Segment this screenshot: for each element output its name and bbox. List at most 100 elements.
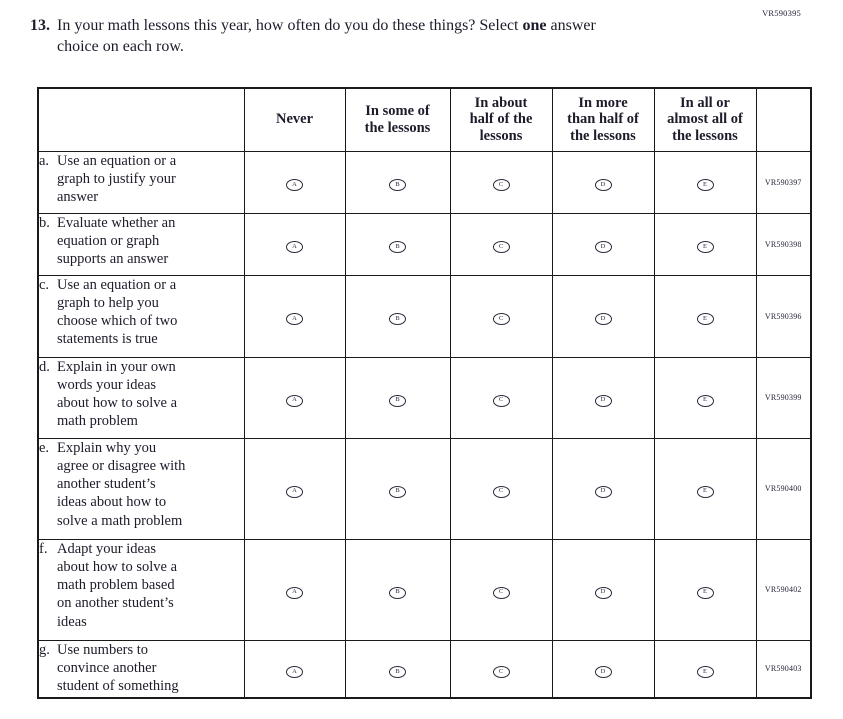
question-line1-pre: In your math lessons this year, how ofte… bbox=[57, 17, 519, 34]
answer-bubble-e[interactable]: E bbox=[696, 586, 714, 599]
answer-bubble-a[interactable]: A bbox=[286, 241, 303, 254]
header-row: Never In some of the lessons In about ha… bbox=[37, 87, 812, 152]
table-row-f: f. Adapt your ideas about how to solve a… bbox=[37, 538, 812, 641]
table-row-g: g. Use numbers to convince another stude… bbox=[37, 639, 812, 699]
answer-bubble-b[interactable]: B bbox=[389, 313, 406, 326]
answer-cell-about-half: C bbox=[449, 274, 553, 358]
answer-bubble-c[interactable]: C bbox=[492, 313, 510, 326]
answer-bubble-b[interactable]: B bbox=[389, 586, 406, 599]
answer-cell-more-than-half: D bbox=[551, 356, 655, 439]
answer-bubble-a[interactable]: A bbox=[286, 179, 303, 192]
header-empty-code bbox=[755, 87, 812, 152]
answer-cell-some: B bbox=[344, 274, 451, 358]
row-letter: f. bbox=[39, 540, 48, 557]
row-code: VR590400 bbox=[755, 437, 812, 540]
answer-bubble-e[interactable]: E bbox=[696, 665, 714, 678]
answer-bubble-d[interactable]: D bbox=[594, 241, 612, 254]
answer-cell-never: A bbox=[243, 150, 346, 214]
row-code: VR590402 bbox=[755, 538, 812, 641]
row-code: VR590399 bbox=[755, 356, 812, 439]
answer-cell-about-half: C bbox=[449, 538, 553, 641]
answer-bubble-c[interactable]: C bbox=[492, 586, 510, 599]
row-letter: e. bbox=[39, 439, 50, 456]
answer-cell-some: B bbox=[344, 538, 451, 641]
answer-cell-all: E bbox=[653, 212, 757, 276]
item-cell: f. Adapt your ideas about how to solve a… bbox=[37, 538, 245, 641]
item-cell: d. Explain in your own words your ideas … bbox=[37, 356, 245, 439]
answer-bubble-e[interactable]: E bbox=[696, 394, 714, 407]
answer-bubble-b[interactable]: B bbox=[389, 241, 406, 254]
row-text: Use an equation or a graph to justify yo… bbox=[57, 152, 177, 206]
answer-cell-some: B bbox=[344, 356, 451, 439]
item-cell: g. Use numbers to convince another stude… bbox=[37, 639, 245, 699]
answer-cell-never: A bbox=[243, 639, 346, 699]
row-text: Use numbers to convince another student … bbox=[57, 641, 179, 695]
question-line2: choice on each row. bbox=[57, 37, 184, 55]
answer-cell-never: A bbox=[243, 538, 346, 641]
answer-cell-never: A bbox=[243, 437, 346, 540]
answer-bubble-c[interactable]: C bbox=[492, 485, 510, 498]
answer-bubble-b[interactable]: B bbox=[389, 179, 406, 192]
answer-cell-about-half: C bbox=[449, 437, 553, 540]
answer-cell-more-than-half: D bbox=[551, 437, 655, 540]
answer-bubble-a[interactable]: A bbox=[286, 665, 303, 678]
column-header-never: Never bbox=[243, 87, 346, 152]
answer-bubble-d[interactable]: D bbox=[594, 665, 612, 678]
answer-bubble-c[interactable]: C bbox=[492, 241, 510, 254]
column-header-some: In some of the lessons bbox=[344, 87, 451, 152]
answer-bubble-b[interactable]: B bbox=[389, 665, 406, 678]
row-text: Explain why you agree or disagree with a… bbox=[57, 439, 186, 529]
answer-bubble-d[interactable]: D bbox=[594, 313, 612, 326]
table-row-a: a. Use an equation or a graph to justify… bbox=[37, 150, 812, 214]
column-header-more-than-half: In more than half of the lessons bbox=[551, 87, 655, 152]
table-row-b: b. Evaluate whether an equation or graph… bbox=[37, 212, 812, 276]
answer-cell-more-than-half: D bbox=[551, 639, 655, 699]
answer-bubble-e[interactable]: E bbox=[696, 179, 714, 192]
item-cell: e. Explain why you agree or disagree wit… bbox=[37, 437, 245, 540]
column-header-about-half: In about half of the lessons bbox=[449, 87, 553, 152]
row-text: Evaluate whether an equation or graph su… bbox=[57, 214, 176, 268]
survey-table: Never In some of the lessons In about ha… bbox=[37, 87, 812, 699]
question-line1-post: answer bbox=[550, 17, 596, 34]
answer-bubble-d[interactable]: D bbox=[594, 394, 612, 407]
answer-bubble-a[interactable]: A bbox=[286, 313, 303, 326]
item-cell: b. Evaluate whether an equation or graph… bbox=[37, 212, 245, 276]
question-bold-word: one bbox=[522, 17, 547, 34]
answer-cell-more-than-half: D bbox=[551, 274, 655, 358]
answer-cell-more-than-half: D bbox=[551, 150, 655, 214]
answer-bubble-e[interactable]: E bbox=[696, 313, 714, 326]
answer-cell-all: E bbox=[653, 437, 757, 540]
answer-cell-all: E bbox=[653, 639, 757, 699]
answer-cell-some: B bbox=[344, 437, 451, 540]
answer-bubble-d[interactable]: D bbox=[594, 179, 612, 192]
answer-bubble-c[interactable]: C bbox=[492, 179, 510, 192]
answer-cell-never: A bbox=[243, 274, 346, 358]
answer-cell-about-half: C bbox=[449, 639, 553, 699]
row-letter: b. bbox=[39, 214, 50, 231]
answer-bubble-d[interactable]: D bbox=[594, 485, 612, 498]
answer-cell-about-half: C bbox=[449, 150, 553, 214]
answer-bubble-e[interactable]: E bbox=[696, 241, 714, 254]
row-code: VR590396 bbox=[755, 274, 812, 358]
answer-bubble-d[interactable]: D bbox=[594, 586, 612, 599]
item-cell: c. Use an equation or a graph to help yo… bbox=[37, 274, 245, 358]
answer-bubble-b[interactable]: B bbox=[389, 394, 406, 407]
question-text: In your math lessons this year, how ofte… bbox=[57, 16, 596, 58]
answer-bubble-c[interactable]: C bbox=[492, 394, 510, 407]
answer-bubble-b[interactable]: B bbox=[389, 485, 406, 498]
row-code: VR590397 bbox=[755, 150, 812, 214]
question: 13. In your math lessons this year, how … bbox=[30, 16, 596, 58]
answer-bubble-a[interactable]: A bbox=[286, 485, 303, 498]
answer-bubble-c[interactable]: C bbox=[492, 665, 510, 678]
answer-bubble-e[interactable]: E bbox=[696, 485, 714, 498]
answer-cell-about-half: C bbox=[449, 212, 553, 276]
column-header-all: In all or almost all of the lessons bbox=[653, 87, 757, 152]
row-text: Adapt your ideas about how to solve a ma… bbox=[57, 540, 178, 630]
answer-cell-some: B bbox=[344, 150, 451, 214]
row-letter: d. bbox=[39, 358, 50, 375]
answer-bubble-a[interactable]: A bbox=[286, 586, 303, 599]
form-code: VR590395 bbox=[762, 8, 801, 18]
row-letter: a. bbox=[39, 152, 50, 169]
answer-bubble-a[interactable]: A bbox=[286, 394, 303, 407]
